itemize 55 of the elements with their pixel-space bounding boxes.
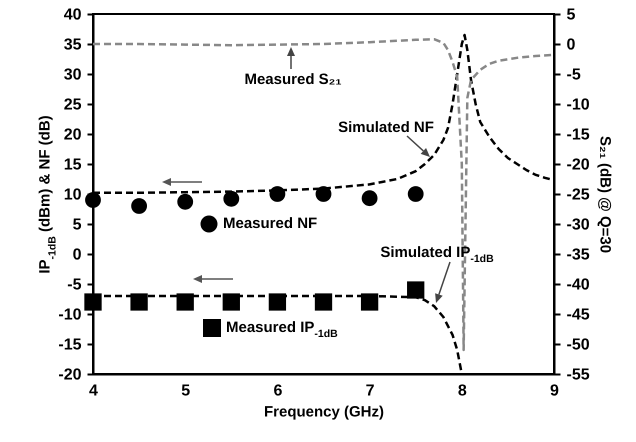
y-tick-label: 10 <box>64 186 82 204</box>
y2-tick-label: -30 <box>566 216 590 234</box>
y-tick-label: 20 <box>64 126 82 144</box>
y2-tick-label: -55 <box>566 366 590 384</box>
legend-label: Measured NF <box>223 214 318 232</box>
y-tick-label: 40 <box>64 6 82 24</box>
point <box>362 190 378 206</box>
y2-tick-label: -40 <box>566 276 590 294</box>
y-tick-label: 0 <box>72 246 82 264</box>
point <box>84 293 102 311</box>
x-axis-title: Frequency (GHz) <box>264 404 384 420</box>
point <box>407 281 424 299</box>
y-tick-label: 15 <box>64 156 82 174</box>
x-tick-label: 5 <box>181 382 190 400</box>
y-tick-label: -5 <box>67 276 82 294</box>
y2-axis-title: S₂₁ (dB) @ Q=30 <box>596 136 614 254</box>
point <box>177 194 194 210</box>
point <box>314 293 332 311</box>
y2-tick-label: -25 <box>566 186 590 204</box>
y2-tick-label: -35 <box>566 246 590 264</box>
point <box>85 192 101 208</box>
point <box>223 190 240 207</box>
x-tick-label: 4 <box>89 382 98 400</box>
y-tick-label: 5 <box>72 216 82 234</box>
x-tick-label: 7 <box>366 382 375 400</box>
point <box>268 293 286 311</box>
y2-tick-label: -45 <box>566 306 590 324</box>
y2-tick-label: 5 <box>566 6 576 24</box>
y2-tick-label: -5 <box>566 66 581 84</box>
x-tick-label: 6 <box>273 382 282 400</box>
point <box>131 198 148 214</box>
legend-label: Measured IP$_{-1dB}$ <box>226 318 338 340</box>
y-tick-label: -15 <box>58 336 82 354</box>
point <box>360 293 378 311</box>
y2-tick-label: -50 <box>566 336 590 354</box>
point <box>408 186 424 202</box>
x-tick-label: 9 <box>550 382 560 400</box>
y2-tick-label: -15 <box>566 126 590 144</box>
y-tick-label: 30 <box>64 66 82 84</box>
annotation: Simulated IP$_{-1dB}$ <box>380 244 494 265</box>
y2-tick-label: 0 <box>566 36 576 54</box>
point <box>130 293 148 311</box>
annotation: Simulated NF <box>338 118 434 136</box>
y-tick-label: 25 <box>64 96 82 114</box>
point <box>222 293 240 311</box>
point <box>316 186 332 202</box>
y-tick-label: 35 <box>64 36 82 54</box>
y2-tick-label: -10 <box>566 96 590 114</box>
point <box>269 186 286 202</box>
annotation: Measured S₂₁ <box>244 70 342 88</box>
point <box>176 293 194 311</box>
x-tick-label: 8 <box>458 382 467 400</box>
y-tick-label: -20 <box>58 366 82 384</box>
y-tick-label: -10 <box>58 306 82 324</box>
y2-tick-label: -20 <box>566 156 590 174</box>
